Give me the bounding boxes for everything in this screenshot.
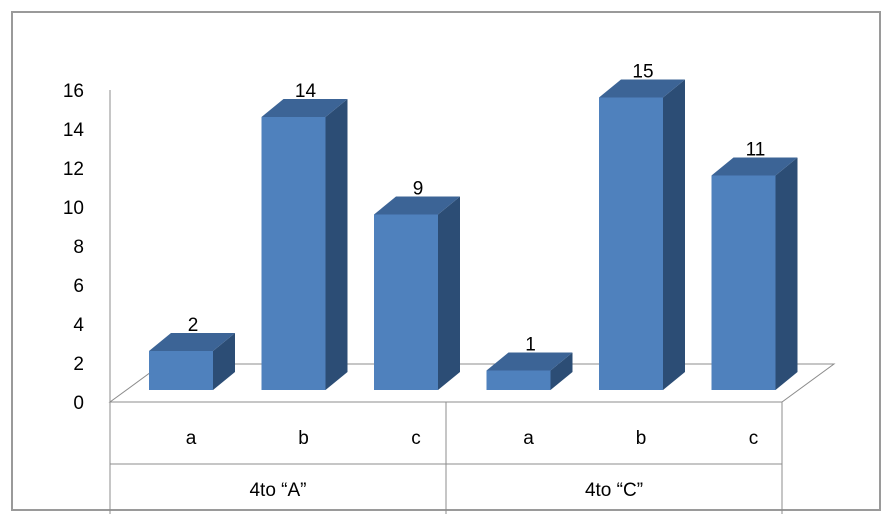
bar <box>149 351 213 390</box>
x-category-label: b <box>636 428 647 449</box>
bar-top <box>261 99 348 117</box>
bar <box>374 214 438 390</box>
bar-side <box>775 157 798 390</box>
x-axis-categories: a b c 4to “A” a b c 4to “C” <box>109 402 783 514</box>
y-tick-label: 8 <box>73 237 84 258</box>
bar-side <box>213 333 235 390</box>
data-label: 2 <box>188 315 199 336</box>
floor-plane <box>108 363 836 403</box>
data-label: 14 <box>295 81 317 102</box>
y-tick-label: 4 <box>73 315 84 336</box>
data-labels: 2 14 9 1 15 11 <box>188 62 766 356</box>
bar-side <box>438 196 460 390</box>
bar-side <box>325 99 348 390</box>
x-category-label: c <box>411 428 421 449</box>
data-label: 9 <box>413 179 424 200</box>
x-category-label: a <box>523 428 534 449</box>
bar <box>261 117 326 390</box>
bar-side <box>550 352 573 390</box>
y-tick-label: 16 <box>63 81 84 102</box>
bar-side <box>663 79 685 390</box>
y-tick-label: 6 <box>73 276 84 297</box>
bar <box>486 370 551 390</box>
x-category-label: a <box>186 428 197 449</box>
bar-top <box>149 333 235 351</box>
bars <box>149 79 798 390</box>
x-group-label: 4to “C” <box>585 480 643 501</box>
y-tick-label: 2 <box>73 354 84 375</box>
y-axis-ticks: 0 2 4 6 8 10 12 14 16 <box>63 81 85 414</box>
bar-top <box>486 352 573 371</box>
data-label: 1 <box>525 335 536 356</box>
y-tick-label: 14 <box>63 120 85 141</box>
bar-top <box>711 157 798 176</box>
bar-top <box>374 196 460 215</box>
bar-top <box>599 79 685 98</box>
data-label: 11 <box>746 140 766 161</box>
bar <box>599 97 663 390</box>
x-group-label: 4to “A” <box>249 480 306 501</box>
axes <box>108 90 836 403</box>
bar <box>711 175 776 390</box>
y-tick-label: 10 <box>63 198 84 219</box>
x-category-label: c <box>749 428 759 449</box>
y-tick-label: 12 <box>63 159 84 180</box>
y-tick-label: 0 <box>73 393 84 414</box>
data-label: 15 <box>632 62 653 83</box>
x-category-label: b <box>298 428 309 449</box>
